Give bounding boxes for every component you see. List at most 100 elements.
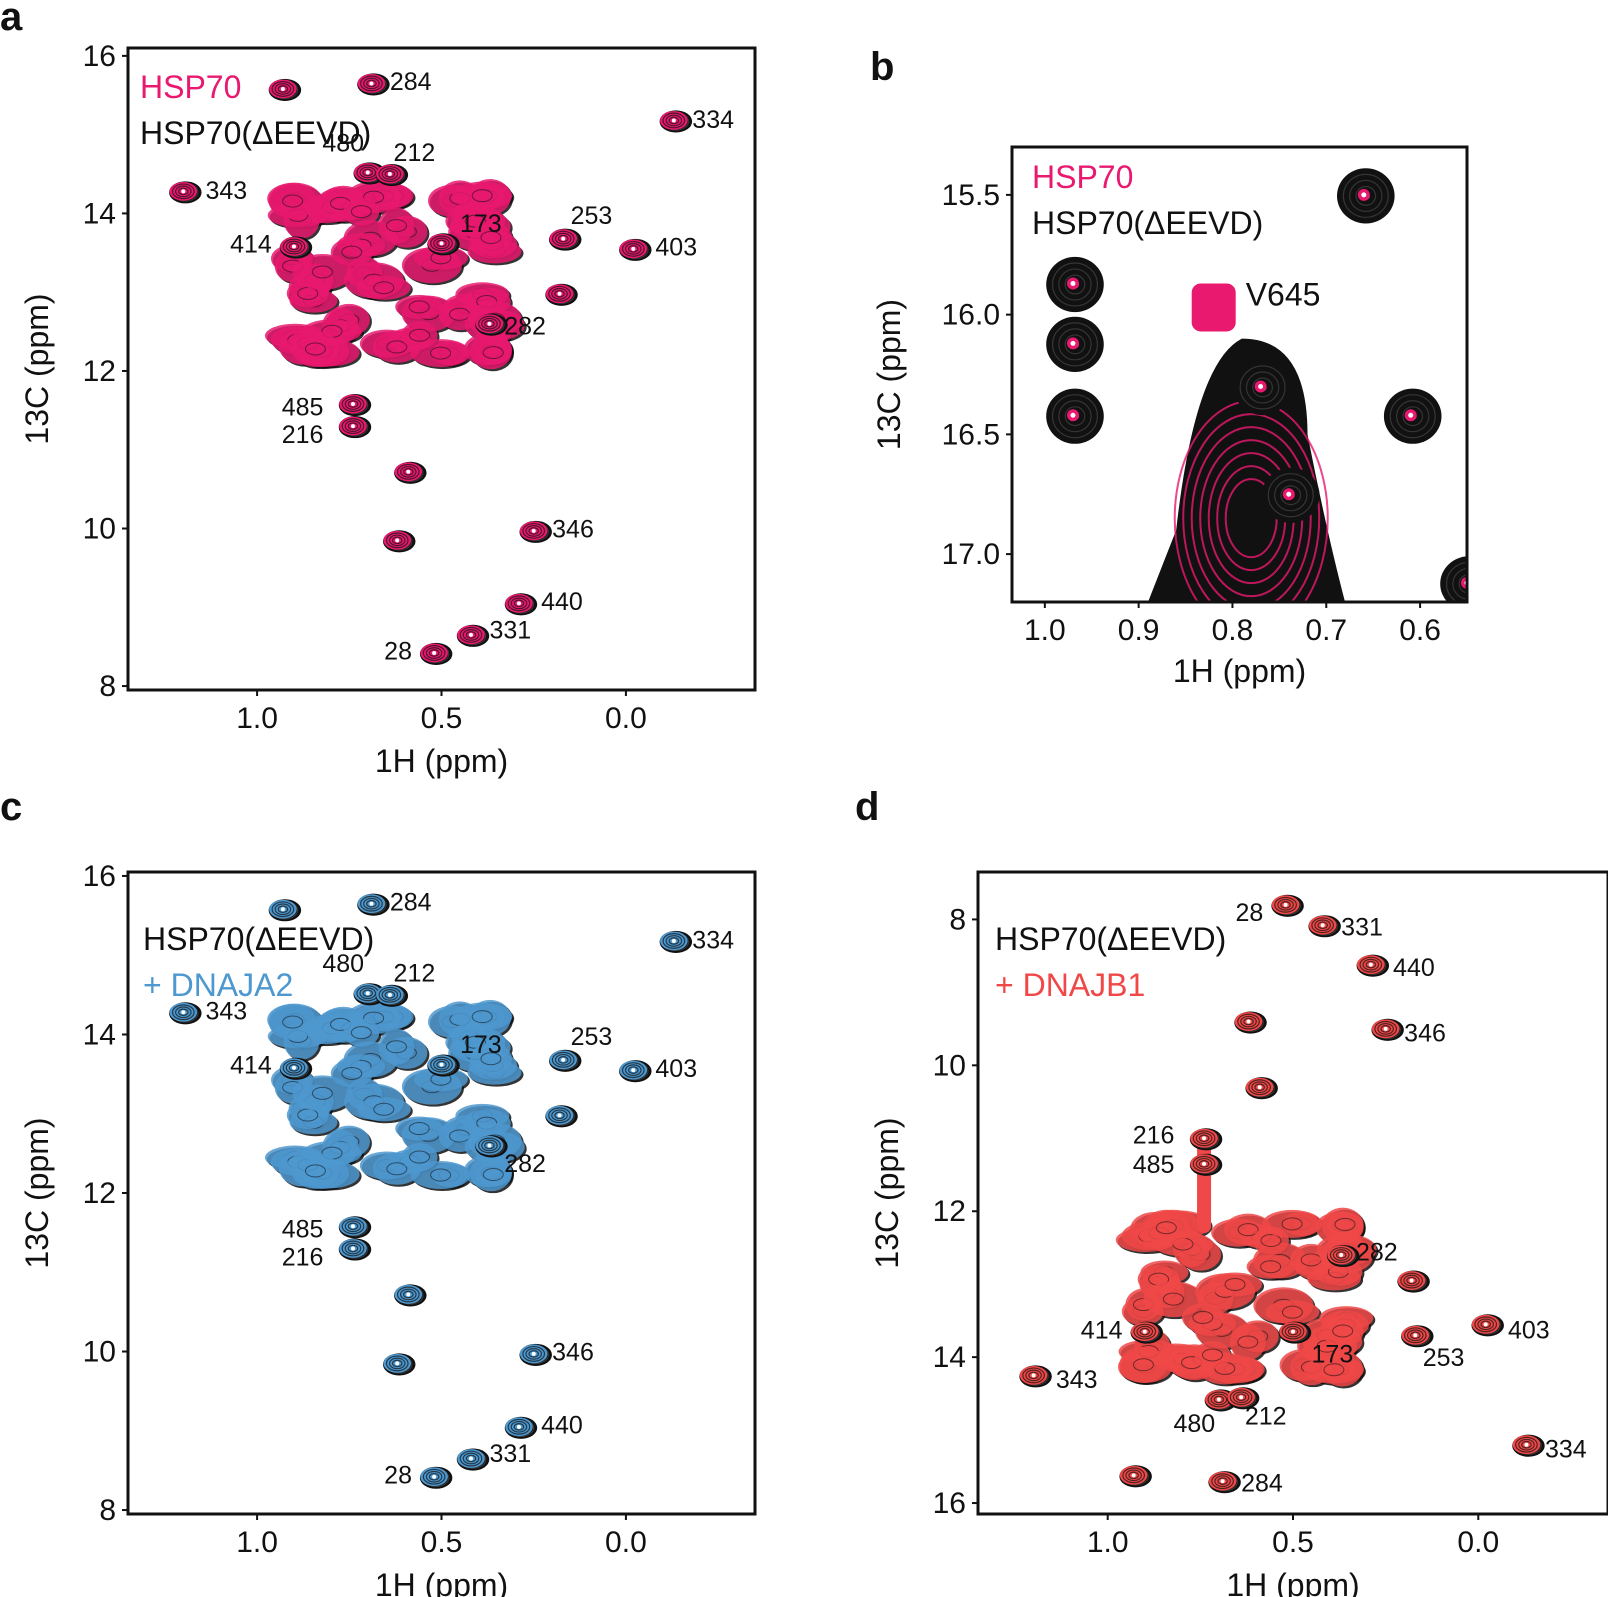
x-tick-label: 1.0 [1087, 1526, 1129, 1559]
peak-label: 346 [552, 516, 594, 544]
peak-overlay [1234, 1012, 1263, 1031]
peak-label: 346 [1404, 1020, 1446, 1048]
peak-overlay [269, 79, 297, 99]
legend-entry: + DNAJA2 [143, 967, 293, 1003]
peak-overlay [1357, 955, 1385, 975]
peak-overlay [339, 1216, 367, 1236]
panel-letter: a [0, 0, 23, 39]
peak-label: 212 [394, 960, 436, 988]
peak-label: 216 [282, 421, 324, 449]
peak-overlay [1019, 1365, 1048, 1385]
peak-label: 331 [489, 616, 531, 644]
y-tick-label: 12 [933, 1195, 966, 1228]
peak-label: 414 [230, 230, 272, 258]
peak-label: 173 [460, 210, 502, 238]
peak-center [1286, 491, 1292, 497]
peak-overlay [475, 314, 504, 334]
peak-label: 334 [692, 926, 734, 954]
peak-overlay [383, 530, 412, 550]
peak-label: 343 [205, 998, 247, 1026]
peak-overlay [280, 1058, 308, 1078]
peak-overlay [1227, 1387, 1255, 1407]
y-tick-label: 10 [83, 1336, 116, 1369]
peak-label: 346 [552, 1339, 594, 1367]
peak-overlay [1512, 1435, 1541, 1455]
peak-label: 331 [489, 1440, 531, 1468]
peak-overlay [1371, 1019, 1400, 1039]
peak-overlay [1271, 895, 1300, 915]
y-tick-label: 12 [83, 355, 116, 388]
peak-overlay [549, 1050, 578, 1070]
peak-label: 440 [1393, 954, 1435, 982]
legend-entry: HSP70 [140, 69, 241, 105]
panel-letter: b [870, 45, 894, 89]
peak-overlay [1130, 1322, 1159, 1342]
peak-label: 480 [1173, 1410, 1215, 1438]
peak-label: 485 [1133, 1151, 1175, 1179]
peak-label: 403 [1508, 1316, 1550, 1344]
y-axis-title: 13C (ppm) [19, 1117, 55, 1268]
peak-label: 334 [692, 106, 734, 134]
legend-entry: + DNAJB1 [995, 967, 1145, 1003]
legend-entry: HSP70 [1032, 159, 1133, 195]
peak-label: 282 [504, 312, 546, 340]
peak-label: 173 [1312, 1341, 1354, 1369]
peak-overlay [1471, 1314, 1500, 1334]
panel-letter: d [855, 785, 879, 829]
y-tick-label: 8 [99, 670, 116, 703]
x-tick-label: 0.5 [421, 702, 463, 735]
panel-b: b V645 1.0 0.9 0.8 0.7 0.6 15.5 16.0 16.5 17.0 1H (… [870, 45, 1469, 689]
peak-overlay [394, 462, 423, 482]
peak-overlay [619, 239, 648, 259]
plot-area [169, 893, 693, 1489]
y-tick-label: 17.0 [942, 538, 1000, 571]
peak-overlay [1205, 1390, 1233, 1409]
y-tick-label: 16 [933, 1487, 966, 1520]
y-axis-title: 13C (ppm) [19, 293, 55, 444]
cluster-overlay [1115, 1207, 1377, 1387]
peak-overlay [169, 1002, 198, 1022]
peak-overlay [505, 593, 533, 613]
y-axis-title: 13C (ppm) [869, 1117, 905, 1268]
y-tick-label: 10 [83, 513, 116, 546]
y-tick-label: 14 [933, 1341, 966, 1374]
x-tick-label: 0.9 [1118, 614, 1160, 647]
x-axis-title: 1H (ppm) [375, 743, 508, 779]
y-tick-label: 8 [99, 1494, 116, 1527]
peak-overlay [545, 1105, 574, 1125]
x-tick-label: 1.0 [236, 1526, 278, 1559]
x-tick-label: 1.0 [236, 702, 278, 735]
peak-overlay [169, 181, 198, 201]
y-axis-title: 13C (ppm) [871, 299, 907, 450]
peak-overlay [549, 229, 578, 249]
x-tick-label: 0.6 [1399, 614, 1441, 647]
peak-overlay [376, 164, 404, 184]
peak-overlay [383, 1354, 412, 1373]
peak-label: 216 [1133, 1122, 1175, 1150]
peak-label: 440 [541, 588, 583, 616]
plot-frame [1010, 145, 1469, 604]
peak-label: 216 [282, 1243, 324, 1271]
y-tick-label: 14 [83, 1018, 116, 1051]
legend-entry: HSP70(ΔEEVD) [995, 921, 1226, 957]
peak-overlay [660, 111, 688, 130]
peak-overlay [457, 625, 485, 645]
peak-overlay [619, 1060, 648, 1080]
peak-center [1070, 340, 1076, 346]
x-tick-label: 0.0 [605, 1526, 647, 1559]
peak-overlay [1119, 1465, 1148, 1485]
y-tick-label: 16 [83, 860, 116, 893]
peak-overlay [475, 1136, 504, 1155]
peak-overlay [339, 1239, 367, 1258]
cluster-overlay [264, 178, 525, 370]
peak-label: 343 [205, 177, 247, 205]
peak-label: 284 [390, 68, 432, 96]
panel-letter: c [0, 785, 22, 829]
peak-label: 282 [1356, 1238, 1398, 1266]
x-axis-title: 1H (ppm) [375, 1567, 508, 1597]
peak-label: 480 [322, 130, 364, 158]
